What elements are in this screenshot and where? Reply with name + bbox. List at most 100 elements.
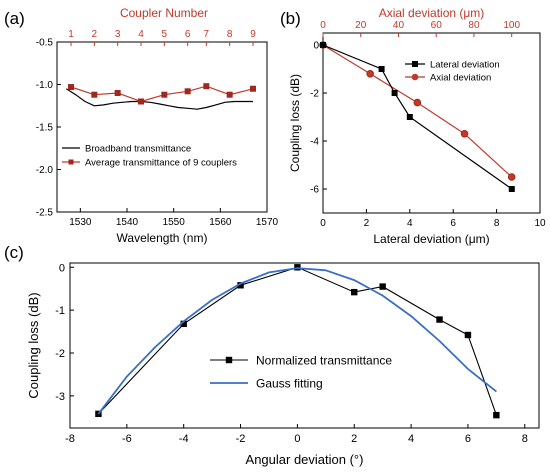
y-tick-label: -6 bbox=[310, 185, 319, 196]
data-point-average bbox=[138, 98, 144, 105]
top-tick-label: 100 bbox=[503, 20, 520, 31]
legend-label-broadband: Broadband transmittance bbox=[85, 144, 191, 155]
x-tick-label: 1560 bbox=[209, 217, 232, 228]
y-tick-label: 0 bbox=[59, 262, 65, 274]
panel-c: (c) -8 -6 -4 -2 0 2 4 6 8 0 -1 -2 -3 Angular deviation… bbox=[4, 243, 540, 467]
legend-label-lateral: Lateral deviation bbox=[430, 60, 500, 71]
y-tick-label: -2.0 bbox=[36, 165, 54, 176]
top-tick-label: 1 bbox=[68, 29, 74, 40]
x-tick-label: 4 bbox=[407, 218, 413, 229]
x-tick-label: 2 bbox=[364, 218, 370, 229]
panel-a: (a) 1530 1540 1550 1560 1570 -0.5 -1.0 -1.5 -2.0 -… bbox=[4, 6, 279, 245]
data-point-average bbox=[250, 85, 256, 92]
data-point-average bbox=[184, 88, 191, 95]
data-point-normalized bbox=[493, 411, 500, 419]
x-tick-label: 6 bbox=[465, 433, 471, 445]
series-line-broadband bbox=[65, 88, 253, 110]
top-tick-label: 20 bbox=[355, 20, 367, 31]
series-line-gauss bbox=[97, 267, 497, 415]
y-tick-label: -4 bbox=[310, 137, 319, 148]
panel-label: (c) bbox=[4, 243, 24, 262]
data-point-normalized bbox=[464, 331, 472, 339]
legend-label-normalized: Normalized transmittance bbox=[256, 354, 392, 368]
x-tick-label: 1550 bbox=[163, 217, 186, 228]
data-point-lateral bbox=[508, 186, 515, 192]
top-tick-label: 7 bbox=[204, 29, 210, 40]
x-tick-label: 1540 bbox=[116, 217, 139, 228]
data-point-normalized bbox=[351, 288, 358, 296]
data-point-lateral bbox=[320, 42, 326, 48]
legend-marker-average bbox=[68, 159, 74, 165]
top-tick-label: 0 bbox=[320, 20, 326, 31]
data-point-normalized bbox=[237, 282, 244, 289]
x-tick-label: -8 bbox=[65, 433, 75, 445]
data-point-average bbox=[161, 91, 168, 98]
plot-frame bbox=[56, 41, 268, 213]
data-point-axial bbox=[413, 98, 422, 107]
data-point-average bbox=[203, 83, 210, 90]
top-tick-label: 8 bbox=[227, 29, 233, 40]
panel-label: (b) bbox=[280, 9, 301, 28]
legend-marker-normalized bbox=[225, 356, 233, 364]
data-point-lateral bbox=[378, 66, 385, 72]
plot-frame bbox=[69, 262, 540, 429]
x-tick-label: 8 bbox=[522, 433, 528, 445]
legend-label-gauss: Gauss fitting bbox=[256, 377, 323, 391]
legend-label-average: Average transmittance of 9 couplers bbox=[85, 158, 237, 169]
legend-marker-lateral bbox=[412, 61, 418, 67]
data-point-average bbox=[114, 90, 121, 96]
y-tick-label: -2.5 bbox=[36, 208, 54, 219]
y-tick-label: 0 bbox=[313, 41, 319, 52]
top-axis-title: Axial deviation (μm) bbox=[379, 6, 485, 20]
legend-marker-axial bbox=[411, 73, 419, 81]
x-tick-label: 0 bbox=[320, 218, 326, 229]
top-tick-label: 2 bbox=[92, 29, 98, 40]
top-tick-label: 60 bbox=[431, 20, 443, 31]
data-point-average bbox=[226, 91, 233, 98]
x-tick-label: 10 bbox=[534, 218, 546, 229]
x-tick-label: -2 bbox=[236, 433, 246, 445]
series-line-normalized bbox=[98, 266, 497, 416]
top-tick-label: 80 bbox=[468, 20, 480, 31]
data-point-average bbox=[68, 84, 74, 91]
x-tick-label: 2 bbox=[351, 433, 357, 445]
top-tick-label: 40 bbox=[393, 20, 405, 31]
y-tick-label: -1.5 bbox=[36, 123, 54, 134]
x-tick-label: 1530 bbox=[69, 217, 92, 228]
x-axis-title: Angular deviation (°) bbox=[246, 452, 364, 467]
y-axis-title: Coupling loss (dB) bbox=[288, 74, 302, 172]
data-point-normalized bbox=[379, 283, 386, 290]
legend-label-axial: Axial deviation bbox=[430, 73, 491, 84]
data-point-average bbox=[91, 91, 98, 98]
x-tick-label: 1570 bbox=[256, 217, 279, 228]
data-point-lateral bbox=[406, 114, 413, 120]
x-tick-label: 4 bbox=[408, 433, 414, 445]
data-point-axial bbox=[460, 130, 469, 138]
x-tick-label: -6 bbox=[122, 433, 132, 445]
plot-frame bbox=[322, 32, 541, 214]
y-axis-title: Coupling loss (dB) bbox=[26, 292, 41, 398]
y-tick-label: -2 bbox=[310, 89, 319, 100]
top-tick-label: 3 bbox=[115, 29, 121, 40]
data-point-axial bbox=[366, 70, 374, 78]
panel-label: (a) bbox=[4, 9, 25, 28]
top-tick-label: 6 bbox=[185, 29, 191, 40]
x-tick-label: 6 bbox=[450, 218, 456, 229]
y-tick-label: -3 bbox=[55, 391, 65, 403]
top-tick-label: 5 bbox=[162, 29, 168, 40]
data-point-normalized bbox=[180, 320, 187, 328]
top-tick-label: 9 bbox=[250, 29, 256, 40]
top-axis-title: Coupler Number bbox=[120, 6, 208, 20]
data-point-lateral bbox=[391, 90, 398, 96]
data-point-normalized bbox=[436, 316, 443, 323]
top-tick-label: 4 bbox=[138, 29, 144, 40]
x-tick-label: 8 bbox=[494, 218, 500, 229]
x-tick-label: 0 bbox=[294, 433, 300, 445]
x-axis-title: Lateral deviation (μm) bbox=[373, 232, 489, 246]
y-tick-label: -0.5 bbox=[36, 38, 54, 49]
x-tick-label: -4 bbox=[179, 433, 189, 445]
data-point-axial bbox=[507, 173, 516, 181]
y-tick-label: -2 bbox=[55, 348, 65, 360]
